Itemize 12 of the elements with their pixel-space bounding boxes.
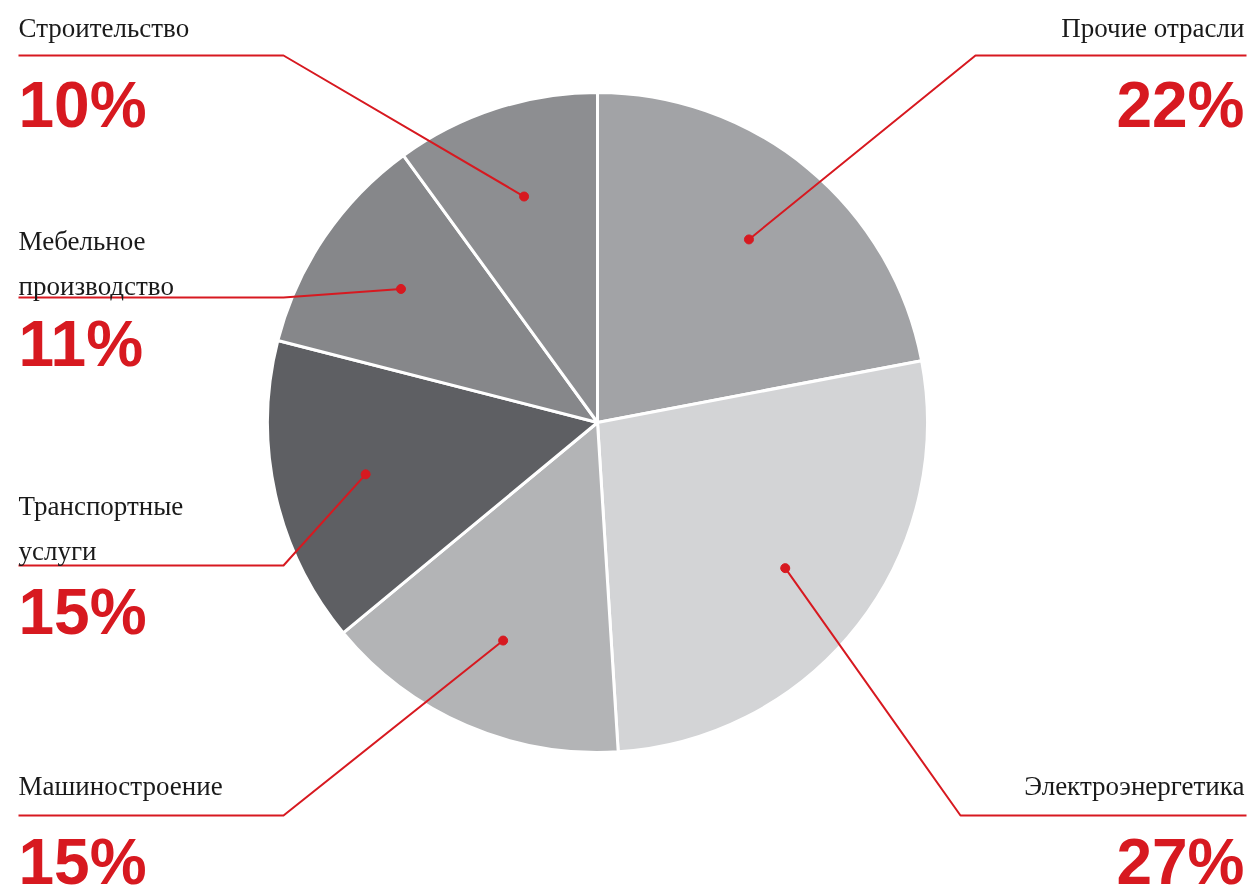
data-label: 15%	[18, 825, 147, 885]
data-label: 22%	[1116, 68, 1245, 141]
data-label: 11%	[18, 307, 144, 380]
data-label: 15%	[18, 575, 147, 648]
slice-label: Прочие отрасли	[1061, 12, 1245, 43]
slice-label: Транспортные услуги	[18, 490, 184, 566]
data-label: 10%	[18, 68, 147, 141]
slice-label: Электроэнергетика	[1024, 770, 1245, 801]
slice-label: Строительство	[18, 12, 190, 43]
slice-label: Машиностроение	[18, 770, 223, 801]
data-label: 27%	[1116, 825, 1245, 885]
slice-label: Мебельное производство	[18, 225, 174, 301]
